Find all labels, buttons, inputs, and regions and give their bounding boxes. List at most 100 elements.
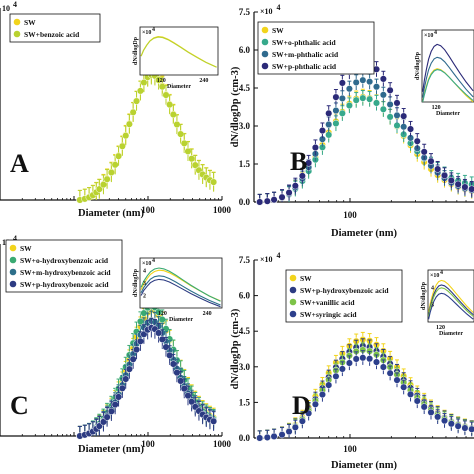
data-point	[162, 343, 170, 351]
data-point	[325, 131, 333, 139]
data-point	[136, 87, 144, 95]
data-point	[305, 409, 313, 417]
legend-marker	[261, 62, 269, 70]
panel-letter: B	[290, 147, 307, 176]
x-tick-label: 1000	[213, 205, 232, 215]
inset-x-tick-label: 120	[432, 105, 441, 111]
data-point	[338, 365, 346, 373]
data-point	[118, 142, 126, 150]
data-point	[107, 407, 115, 415]
panel-letter: C	[10, 391, 29, 420]
inset-series-line	[140, 275, 221, 306]
series-sw-benzoic-acid	[76, 64, 218, 204]
inset-series-line	[422, 56, 474, 98]
data-point	[420, 403, 428, 411]
inset-exponent-power: 4	[152, 258, 155, 264]
legend-box	[9, 13, 101, 43]
data-point	[298, 172, 306, 180]
data-point	[461, 183, 469, 191]
data-point	[118, 384, 126, 392]
data-point	[454, 180, 462, 188]
inset-exponent: ×10	[430, 273, 439, 279]
data-point	[210, 417, 218, 425]
inset-chart: 120 240 Diameter dN/dlogDp×10 4	[133, 26, 219, 90]
x-axis-label: Diameter (nm)	[331, 460, 397, 471]
inset-x-tick-label: 240	[203, 311, 212, 317]
data-point	[440, 171, 449, 179]
data-point	[413, 397, 421, 405]
inset-frame	[139, 26, 219, 76]
data-point	[158, 83, 166, 91]
data-point	[427, 157, 435, 165]
x-tick-label: 1000	[213, 439, 232, 449]
data-point	[393, 376, 401, 384]
inset-x-tick-label: 240	[199, 78, 208, 84]
data-point	[440, 417, 449, 425]
data-point	[338, 109, 346, 117]
legend-label: SW+o-phthalic acid	[272, 38, 336, 47]
data-points	[256, 53, 474, 206]
data-point	[285, 189, 293, 197]
data-point	[332, 119, 340, 128]
data-point	[332, 106, 340, 115]
data-point	[332, 93, 340, 101]
x-tick-label: 100	[343, 210, 357, 220]
inset-exponent: ×10	[142, 30, 151, 36]
panel-letter: A	[10, 149, 29, 178]
inset-x-tick-label: 120	[436, 325, 445, 331]
data-point	[311, 400, 319, 408]
data-point	[111, 161, 119, 169]
legend: SW SW+p-hydroxybenzoic acid SW+vanillic ac…	[285, 269, 403, 323]
data-points	[76, 63, 218, 204]
legend-label: SW	[272, 26, 284, 35]
data-point	[263, 197, 271, 205]
data-point	[122, 375, 130, 383]
data-point	[379, 363, 387, 371]
inset-y-label: dN/dlogDp	[415, 51, 421, 80]
data-point	[325, 381, 333, 389]
y-tick-label: 7.5	[239, 7, 251, 17]
legend-label: SW+p-hydroxybenzoic acid	[300, 286, 389, 295]
data-point	[359, 354, 367, 362]
legend-label: SW+p-hydroxybenzoic acid	[20, 280, 109, 289]
data-point	[434, 165, 442, 173]
inset-x-label: Diameter	[436, 111, 460, 117]
inset-exponent-power: 4	[152, 27, 155, 33]
y-tick-label: 0.0	[239, 197, 251, 207]
data-point	[366, 355, 374, 363]
data-point	[386, 369, 394, 377]
data-point	[454, 422, 462, 430]
data-point	[379, 91, 387, 99]
y-exponent-power: 4	[13, 234, 17, 243]
data-point	[386, 100, 394, 109]
inset-series-line	[422, 69, 474, 103]
data-point	[338, 79, 346, 87]
data-point	[125, 120, 133, 128]
legend-box	[285, 269, 403, 323]
data-points	[76, 295, 218, 440]
data-point	[372, 99, 381, 107]
inset-exponent-power: 4	[434, 30, 437, 36]
data-point	[393, 121, 401, 130]
data-point	[325, 109, 333, 117]
data-point	[291, 182, 299, 190]
inset-series-line	[428, 287, 474, 317]
panel-D: 100 Diameter (nm) 0.0 1.5 3.0 4.5 6.0 7.5 dN/dlo…	[230, 251, 474, 471]
data-point	[132, 97, 141, 105]
data-point	[129, 108, 137, 116]
legend-label: SW+m-hydroxybenzoic acid	[20, 268, 111, 277]
data-point	[386, 113, 394, 121]
series-sw-p-hydroxybenzoic-acid	[76, 317, 218, 440]
data-point	[434, 413, 442, 421]
inset-series-line	[428, 284, 474, 316]
inset-y-label: dN/dlogDp	[421, 281, 427, 310]
legend-marker	[289, 274, 297, 282]
y-exponent: ×10	[260, 255, 273, 264]
data-point	[111, 401, 119, 409]
y-tick-label: 4.5	[239, 326, 251, 336]
inset-y-tick-label: 2	[143, 294, 146, 300]
data-point	[468, 185, 474, 193]
